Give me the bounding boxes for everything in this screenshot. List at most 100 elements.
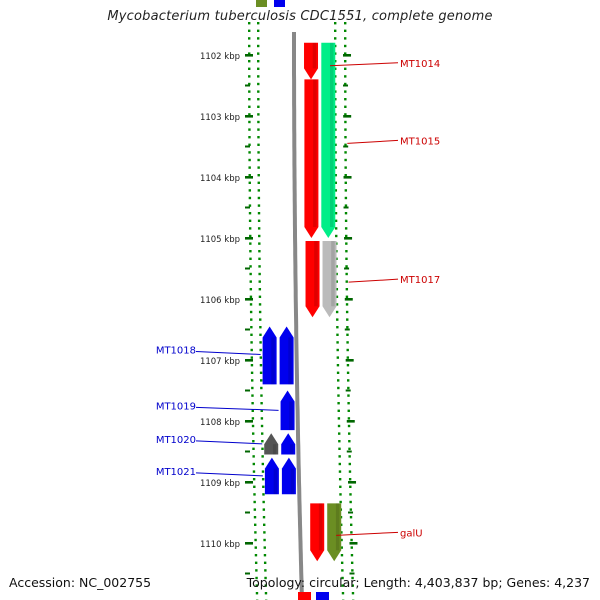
guide-dot [344, 37, 347, 40]
guide-dot [264, 576, 267, 580]
genome-backbone [256, 0, 329, 600]
guide-dot [257, 98, 260, 101]
gene-shade [289, 401, 293, 431]
guide-dot [248, 52, 251, 55]
guide-dot [349, 508, 353, 511]
guide-dot [251, 386, 254, 390]
guide-dot [257, 44, 260, 48]
axis-minor-tick [245, 389, 250, 392]
guide-dot [258, 303, 262, 306]
guide-dot [344, 60, 347, 63]
guide-dot [338, 470, 342, 473]
guide-dot [262, 485, 265, 488]
guide-dot [248, 151, 251, 154]
guide-dot [340, 554, 344, 557]
guide-dot [345, 234, 348, 238]
backbone-line [292, 32, 304, 597]
guide-dot [347, 394, 350, 397]
guide-dot [264, 569, 267, 572]
gene-shade [288, 337, 292, 385]
guide-dot [349, 523, 353, 526]
guide-dot [254, 561, 258, 564]
guide-dot [344, 90, 347, 93]
guide-dot [255, 584, 258, 587]
map-title: Mycobacterium tuberculosis CDC1551, comp… [107, 9, 493, 24]
gene-label: MT1018 [156, 345, 196, 356]
guide-dot [336, 318, 339, 321]
guide-dot [336, 341, 339, 344]
axis-minor-tick [343, 206, 349, 209]
guide-dot [263, 554, 267, 557]
guide-dot [344, 189, 348, 192]
guide-dot [257, 151, 260, 154]
guide-dot [248, 44, 251, 48]
guide-dot [251, 394, 254, 397]
gene-arrow [279, 326, 294, 385]
guide-dot [348, 440, 351, 443]
guide-dot [347, 386, 350, 390]
guide-dot [248, 105, 251, 108]
guide-dot [334, 143, 337, 146]
guide-dot [257, 22, 260, 25]
axis-tick-label: 1102 kbp [200, 52, 240, 62]
guide-dot [248, 158, 251, 162]
gene-shade [335, 503, 340, 551]
guide-dot [253, 516, 257, 519]
guide-dot [248, 181, 251, 184]
guide-dot [252, 455, 255, 458]
guide-dot [263, 561, 267, 564]
guide-dot [248, 143, 251, 146]
guide-dot [344, 113, 347, 116]
guide-dot [259, 318, 262, 321]
guide-dot [258, 295, 262, 298]
guide-dot [335, 288, 339, 291]
guide-dot [257, 67, 260, 70]
guide-dot [339, 500, 342, 504]
guide-dot [249, 280, 252, 283]
guide-dot [258, 280, 261, 283]
guide-dot [334, 219, 338, 222]
guide-dot [340, 561, 344, 564]
guide-dot [262, 508, 266, 511]
label-leader [330, 62, 399, 67]
guide-dot [253, 485, 256, 488]
topology-text: Topology: circular; Length: 4,403,837 bp… [246, 575, 590, 590]
guide-dot [257, 189, 261, 192]
guide-dot [344, 181, 347, 184]
guide-dot [344, 136, 347, 139]
guide-dot [334, 128, 337, 131]
guide-dot [348, 447, 351, 450]
guide-dot [260, 409, 263, 412]
guide-dot [344, 151, 347, 154]
guide-dot [259, 371, 263, 374]
axis-tick [344, 237, 353, 240]
guide-dot [248, 29, 251, 32]
guide-dot [250, 326, 253, 329]
axis-tick [245, 176, 253, 179]
guide-dot [346, 318, 349, 321]
guide-dot [259, 326, 262, 329]
guide-dot [344, 22, 347, 25]
guide-dot [336, 348, 339, 352]
guide-dot [334, 181, 337, 184]
guide-dot [249, 303, 253, 306]
gene-arrow-mt1020 [264, 433, 279, 455]
guide-dot [337, 386, 340, 390]
gene-label: MT1021 [156, 467, 196, 478]
guide-dot [251, 417, 255, 420]
gene-label: MT1019 [156, 401, 196, 412]
guide-dot [344, 44, 347, 48]
axis-minor-tick [245, 511, 250, 514]
axis-tick-label: 1110 kbp [200, 540, 240, 550]
guide-dot [344, 82, 347, 86]
guide-dot [249, 250, 252, 253]
guide-dot [334, 166, 337, 169]
guide-dot [351, 584, 354, 587]
gene-arrow-mt1014 [304, 42, 319, 80]
guide-dot [248, 212, 252, 215]
guide-dot [258, 257, 261, 260]
guide-dot [248, 22, 251, 25]
axis-tick [348, 481, 357, 484]
guide-dot [338, 455, 341, 458]
guide-dot [340, 531, 343, 534]
